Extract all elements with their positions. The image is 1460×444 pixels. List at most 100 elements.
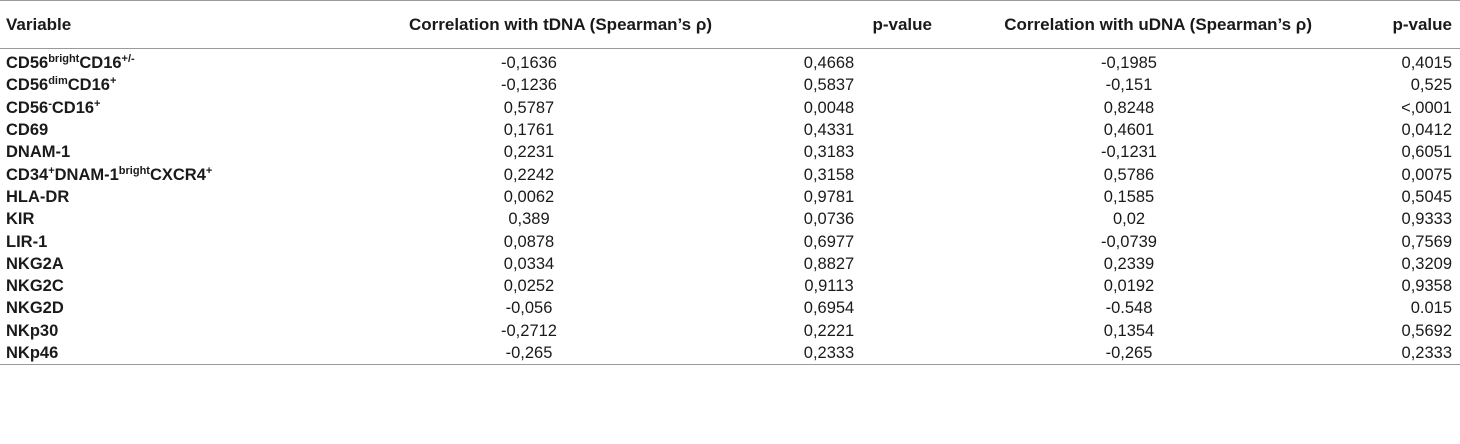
header-variable: Variable bbox=[0, 0, 340, 49]
variable-text: NKG2A bbox=[6, 254, 64, 273]
corr-udna-cell: -0,265 bbox=[940, 341, 1320, 366]
p-udna-cell: 0,5692 bbox=[1401, 321, 1452, 340]
corr-tdna-cell: 0,2231 bbox=[503, 143, 555, 162]
corr-tdna-cell: -0,056 bbox=[505, 299, 553, 318]
table-row: NKG2A 0,0334 0,8827 0,2339 0,3209 bbox=[0, 253, 1460, 275]
corr-tdna-cell: 0,0878 bbox=[503, 232, 555, 251]
corr-tdna-cell: -0,2712 bbox=[501, 321, 557, 340]
corr-udna-cell: -0.548 bbox=[1105, 299, 1153, 318]
variable-cell: CD56brightCD16+/- bbox=[0, 49, 340, 75]
p-tdna-cell: 0,0048 bbox=[803, 98, 855, 117]
table-row: NKp30 -0,2712 0,2221 0,1354 0,5692 bbox=[0, 320, 1460, 342]
table-row: CD56brightCD16+/- -0,1636 0,4668 -0,1985 0,4… bbox=[0, 49, 1460, 75]
table-row: CD56-CD16+ 0,5787 0,0048 0,8248 <,0001 bbox=[0, 97, 1460, 119]
p-udna-cell: 0,0075 bbox=[1401, 165, 1452, 184]
header-corr-udna: Correlation with uDNA (Spearman’s ρ) bbox=[940, 0, 1320, 49]
corr-tdna-cell: 0,0062 bbox=[503, 187, 555, 206]
variable-superscript: + bbox=[205, 164, 213, 177]
variable-text: HLA-DR bbox=[6, 187, 70, 206]
variable-text: LIR-1 bbox=[6, 232, 48, 251]
p-tdna-cell: 0,3158 bbox=[803, 165, 855, 184]
variable-cell: CD69 bbox=[0, 119, 340, 141]
p-udna-cell: 0,9358 bbox=[1401, 277, 1452, 296]
corr-udna-cell: 0,8248 bbox=[1103, 98, 1155, 117]
p-udna-cell: 0,7569 bbox=[1401, 232, 1452, 251]
p-udna-cell: 0,525 bbox=[1410, 76, 1452, 95]
header-row: Variable Correlation with tDNA (Spearman… bbox=[0, 0, 1460, 49]
variable-cell: HLA-DR bbox=[0, 186, 340, 208]
variable-superscript: + bbox=[94, 97, 101, 110]
variable-text: CD56 bbox=[6, 76, 49, 95]
variable-superscript: +/- bbox=[121, 53, 135, 66]
variable-cell: KIR bbox=[0, 208, 340, 230]
variable-text: KIR bbox=[6, 210, 35, 229]
variable-superscript: - bbox=[48, 97, 52, 110]
corr-udna-cell: 0,2339 bbox=[1103, 254, 1155, 273]
corr-udna-cell: -0,0739 bbox=[1101, 232, 1157, 251]
table-row: NKG2C 0,0252 0,9113 0,0192 0,9358 bbox=[0, 275, 1460, 297]
corr-tdna-cell: 0,0334 bbox=[503, 254, 555, 273]
corr-tdna-cell: 0,1761 bbox=[503, 121, 555, 140]
header-p-udna: p-value bbox=[1320, 0, 1460, 49]
table-header: Variable Correlation with tDNA (Spearman… bbox=[0, 0, 1460, 49]
p-udna-cell: <,0001 bbox=[1401, 98, 1452, 117]
p-tdna-cell: 0,2221 bbox=[803, 321, 855, 340]
variable-text: NKG2C bbox=[6, 277, 64, 296]
variable-cell: NKp30 bbox=[0, 320, 340, 342]
table-row: KIR 0,389 0,0736 0,02 0,9333 bbox=[0, 208, 1460, 230]
p-udna-cell: 0,4015 bbox=[1401, 54, 1452, 73]
corr-udna-cell: -0,1231 bbox=[1101, 143, 1157, 162]
variable-superscript: + bbox=[109, 75, 117, 88]
table-body: CD56brightCD16+/- -0,1636 0,4668 -0,1985 0,4… bbox=[0, 49, 1460, 366]
table-row: NKp46 -0,265 0,2333 -0,265 0,2333 bbox=[0, 341, 1460, 366]
p-tdna-cell: 0,0736 bbox=[803, 210, 855, 229]
corr-udna-cell: 0,4601 bbox=[1103, 121, 1155, 140]
corr-udna-cell: 0,1354 bbox=[1103, 321, 1155, 340]
corr-tdna-cell: 0,389 bbox=[508, 210, 550, 229]
corr-tdna-cell: -0,1636 bbox=[501, 54, 557, 73]
p-tdna-cell: 0,9113 bbox=[804, 277, 854, 296]
corr-udna-cell: 0,1585 bbox=[1103, 187, 1155, 206]
variable-text: NKG2D bbox=[6, 299, 64, 318]
table-row: HLA-DR 0,0062 0,9781 0,1585 0,5045 bbox=[0, 186, 1460, 208]
corr-tdna-cell: -0,265 bbox=[340, 341, 720, 366]
corr-tdna-cell: -0,1236 bbox=[501, 76, 557, 95]
p-tdna-cell: 0,2333 bbox=[720, 341, 940, 366]
table-row: CD69 0,1761 0,4331 0,4601 0,0412 bbox=[0, 119, 1460, 141]
p-tdna-cell: 0,6977 bbox=[803, 232, 855, 251]
p-tdna-cell: 0,6954 bbox=[803, 299, 855, 318]
table-row: CD34+DNAM-1brightCXCR4+ 0,2242 0,3158 0,578… bbox=[0, 163, 1460, 185]
variable-cell: DNAM-1 bbox=[0, 141, 340, 163]
variable-cell: NKG2A bbox=[0, 253, 340, 275]
p-udna-cell: 0,9333 bbox=[1401, 210, 1452, 229]
variable-superscript: bright bbox=[48, 53, 80, 66]
p-tdna-cell: 0,8827 bbox=[803, 254, 855, 273]
corr-udna-cell: -0,151 bbox=[1105, 76, 1153, 95]
p-udna-cell: 0,3209 bbox=[1401, 254, 1452, 273]
variable-text: CD16 bbox=[79, 54, 122, 73]
variable-text: NKp30 bbox=[6, 321, 59, 340]
variable-text: CD56 bbox=[6, 54, 49, 73]
corr-udna-cell: -0,1985 bbox=[1101, 54, 1157, 73]
p-tdna-cell: 0,4331 bbox=[803, 121, 855, 140]
variable-superscript: bright bbox=[118, 164, 150, 177]
header-corr-tdna: Correlation with tDNA (Spearman’s ρ) bbox=[340, 0, 720, 49]
p-tdna-cell: 0,3183 bbox=[803, 143, 855, 162]
variable-text: DNAM-1 bbox=[6, 143, 71, 162]
variable-cell: CD56dimCD16+ bbox=[0, 74, 340, 96]
variable-text: CD34 bbox=[6, 165, 49, 184]
corr-udna-cell: 0,02 bbox=[1112, 210, 1146, 229]
p-tdna-cell: 0,5837 bbox=[803, 76, 855, 95]
variable-superscript: + bbox=[48, 164, 55, 177]
variable-text: NKp46 bbox=[6, 344, 59, 362]
variable-text: CD69 bbox=[6, 121, 49, 140]
variable-text: CXCR4 bbox=[149, 165, 206, 184]
variable-cell: NKp46 bbox=[0, 341, 340, 366]
p-udna-cell: 0,2333 bbox=[1320, 341, 1460, 366]
corr-tdna-cell: 0,2242 bbox=[503, 165, 555, 184]
p-tdna-cell: 0,4668 bbox=[803, 54, 855, 73]
variable-text: CD16 bbox=[51, 98, 95, 117]
variable-text: CD16 bbox=[67, 76, 110, 95]
corr-tdna-cell: 0,0252 bbox=[503, 277, 555, 296]
variable-cell: NKG2C bbox=[0, 275, 340, 297]
